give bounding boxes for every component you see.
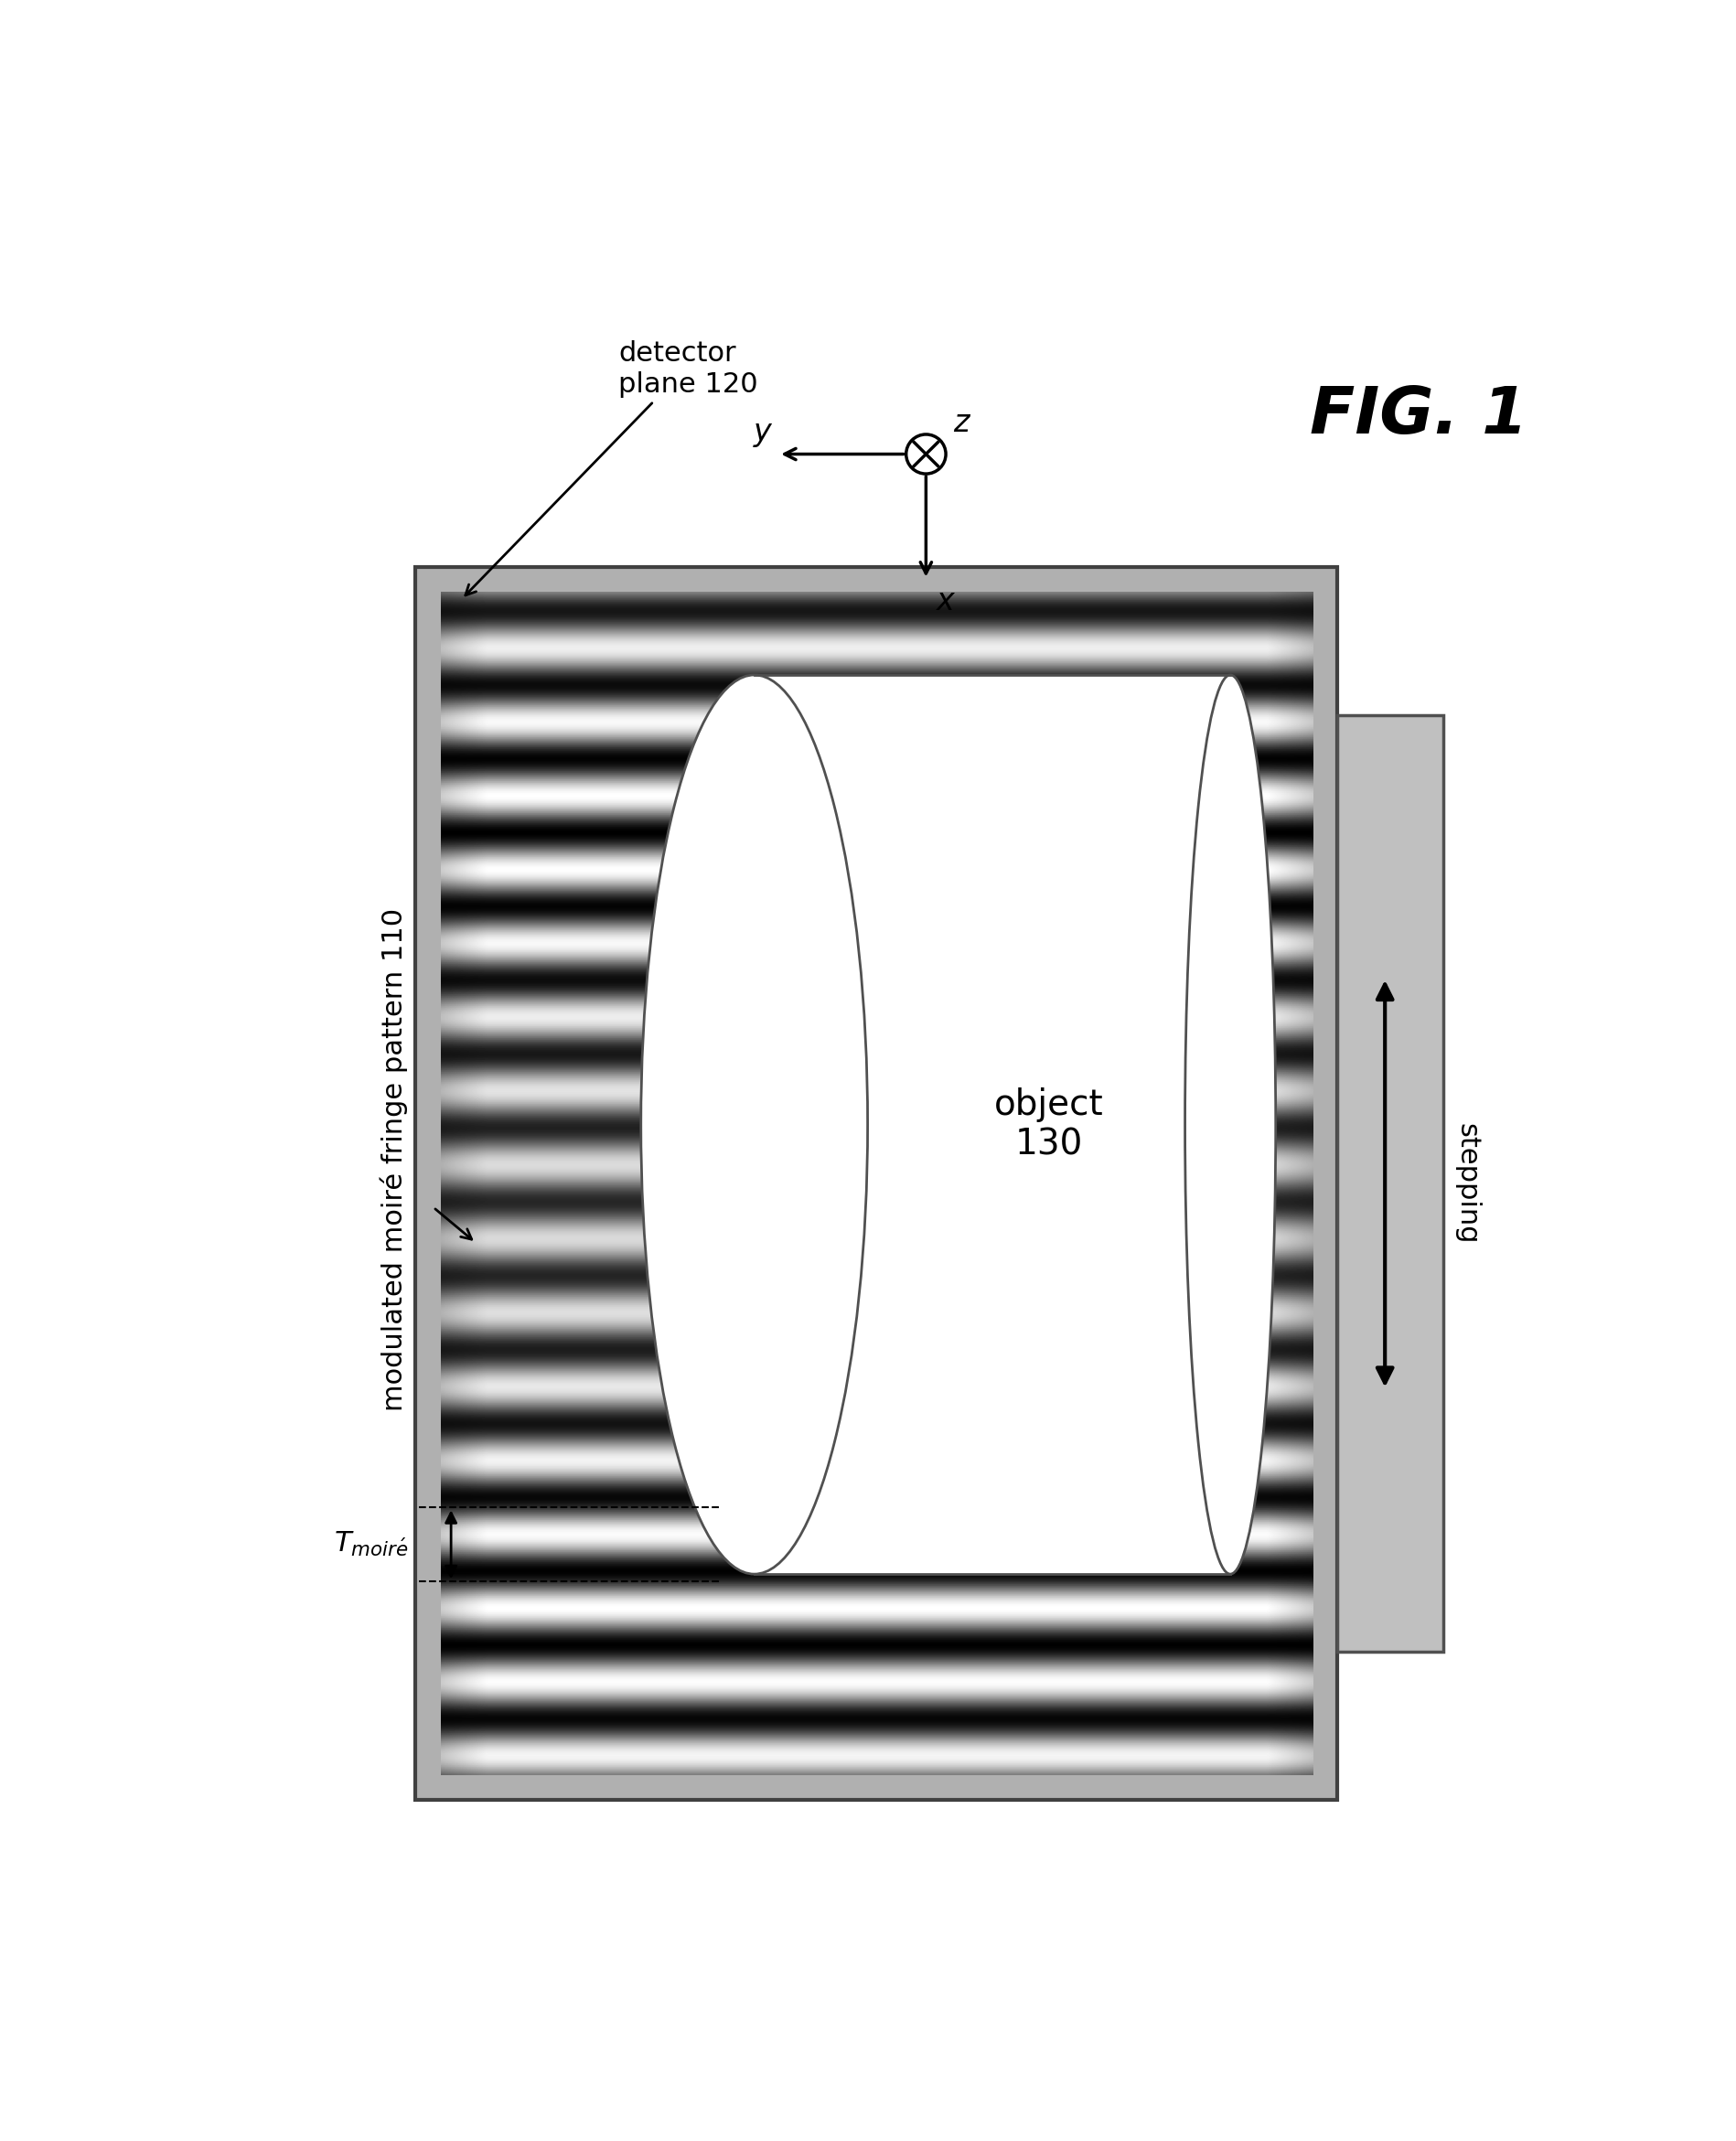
Bar xyxy=(415,567,1337,1801)
Ellipse shape xyxy=(1184,674,1274,1574)
Bar xyxy=(753,674,1229,1574)
Ellipse shape xyxy=(641,674,868,1574)
Bar xyxy=(1337,715,1443,1653)
Text: modulated moiré fringe pattern 110: modulated moiré fringe pattern 110 xyxy=(380,908,408,1411)
Text: x: x xyxy=(936,587,955,617)
Text: stepping: stepping xyxy=(1453,1124,1479,1244)
Text: FIG. 1: FIG. 1 xyxy=(1309,383,1528,447)
Text: y: y xyxy=(753,417,771,447)
Text: $T_{moir\acute{e}}$: $T_{moir\acute{e}}$ xyxy=(333,1531,408,1559)
Text: object
130: object 130 xyxy=(993,1088,1102,1163)
Text: z: z xyxy=(953,409,969,439)
Text: detector
plane 120: detector plane 120 xyxy=(618,340,757,398)
